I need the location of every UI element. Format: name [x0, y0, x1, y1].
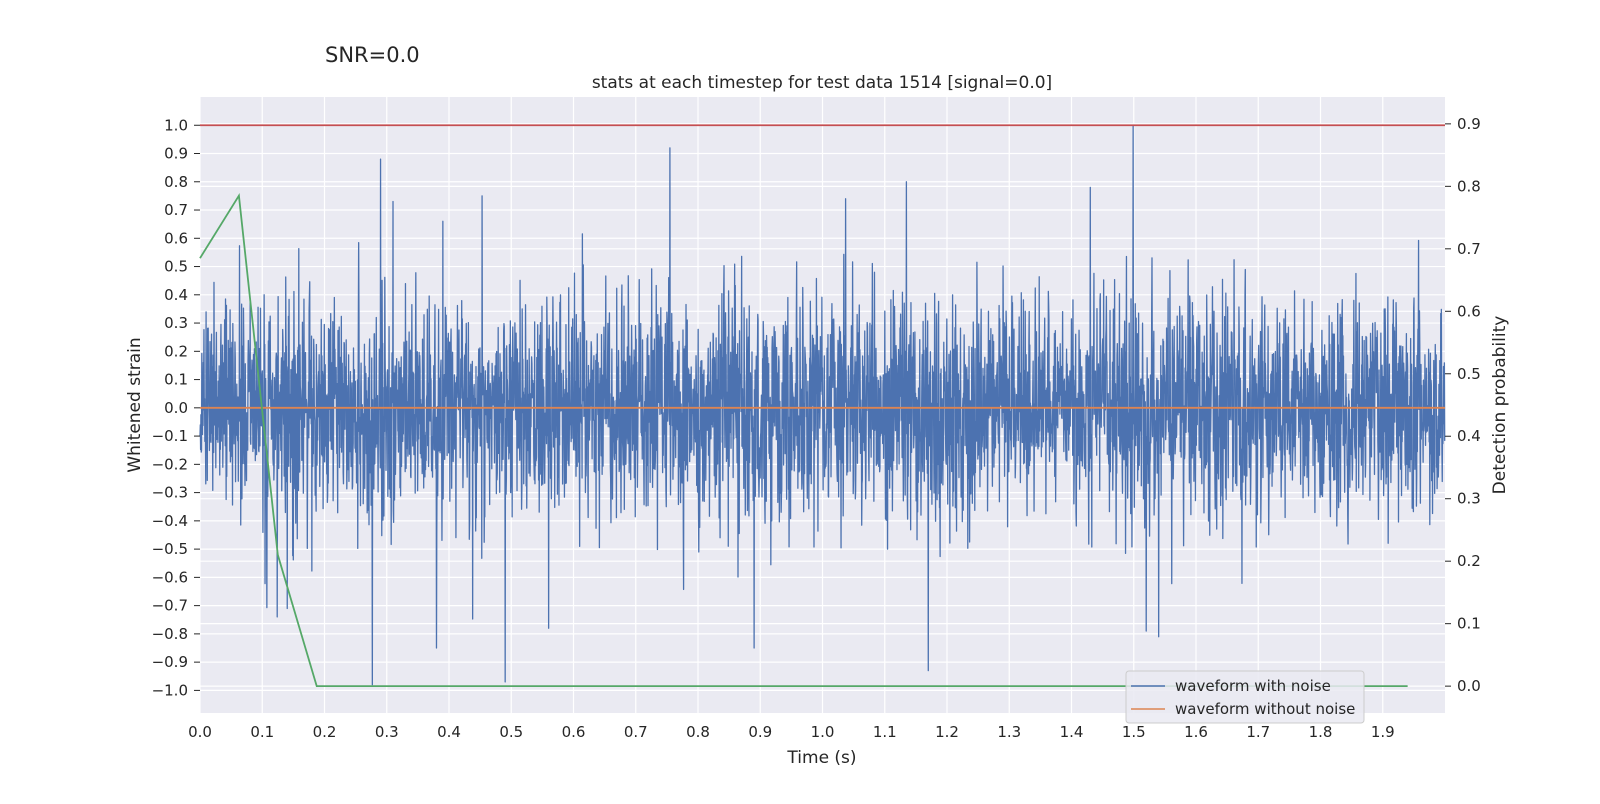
suptitle: SNR=0.0 — [325, 43, 420, 67]
y-left-tick-label: 0.6 — [164, 229, 188, 247]
x-tick-label: 0.6 — [562, 723, 586, 741]
x-tick-label: 1.0 — [811, 723, 835, 741]
y-left-tick-label: 0.8 — [164, 173, 188, 191]
y-left-tick-label: 0.7 — [164, 201, 188, 219]
x-tick-label: 0.3 — [375, 723, 399, 741]
data-traces — [199, 124, 1446, 688]
x-tick-label: 0.7 — [624, 723, 648, 741]
y-left-tick-label: −1.0 — [152, 681, 188, 699]
y-left-tick-label: −0.4 — [152, 512, 188, 530]
x-tick-label: 1.3 — [997, 723, 1021, 741]
y-left-tick-label: −0.8 — [152, 625, 188, 643]
y-left-tick-label: −0.1 — [152, 427, 188, 445]
y-left-tick-label: −0.3 — [152, 484, 188, 502]
y-left-tick-label: 0.9 — [164, 145, 188, 163]
y-right-tick-label: 0.0 — [1457, 677, 1481, 695]
y-left-tick-label: −0.9 — [152, 653, 188, 671]
legend: waveform with noise waveform without noi… — [1125, 670, 1365, 724]
y-left-tick-label: −0.2 — [152, 455, 188, 473]
legend-box — [1125, 670, 1365, 724]
series-waveform-with-noise — [199, 124, 1446, 686]
x-tick-label: 1.2 — [935, 723, 959, 741]
y-right-tick-label: 0.3 — [1457, 490, 1481, 508]
left-y-axis-label: Whitened strain — [125, 337, 145, 472]
y-left-tick-label: 1.0 — [164, 116, 188, 134]
x-axis-label: Time (s) — [786, 748, 856, 768]
x-tick-label: 0.9 — [748, 723, 772, 741]
y-left-tick-label: 0.2 — [164, 342, 188, 360]
y-left-tick-label: 0.5 — [164, 258, 188, 276]
y-right-tick-label: 0.6 — [1457, 302, 1481, 320]
y-left-tick-label: 0.4 — [164, 286, 188, 304]
chart-title: stats at each timestep for test data 151… — [592, 73, 1052, 93]
y-right-tick-label: 0.4 — [1457, 427, 1481, 445]
right-y-axis-ticks: 0.9 0.8 0.7 0.6 0.5 0.4 0.3 0.2 0.1 0.0 — [1445, 115, 1481, 695]
x-tick-label: 1.4 — [1060, 723, 1084, 741]
x-tick-label: 0.4 — [437, 723, 461, 741]
x-tick-label: 1.6 — [1184, 723, 1208, 741]
x-tick-label: 1.1 — [873, 723, 897, 741]
x-tick-label: 0.5 — [499, 723, 523, 741]
y-left-tick-label: −0.7 — [152, 597, 188, 615]
legend-label-noisy: waveform with noise — [1175, 677, 1331, 695]
x-tick-label: 0.8 — [686, 723, 710, 741]
y-right-tick-label: 0.7 — [1457, 240, 1481, 258]
series-detection-probability — [199, 193, 1408, 688]
y-left-tick-label: 0.0 — [164, 399, 188, 417]
right-y-axis-label: Detection probability — [1490, 316, 1510, 495]
y-right-tick-label: 0.5 — [1457, 365, 1481, 383]
y-left-tick-label: −0.6 — [152, 568, 188, 586]
x-tick-label: 0.2 — [313, 723, 337, 741]
y-right-tick-label: 0.1 — [1457, 615, 1481, 633]
y-right-tick-label: 0.8 — [1457, 177, 1481, 195]
x-tick-label: 1.9 — [1371, 723, 1395, 741]
x-tick-label: 0.1 — [250, 723, 274, 741]
x-tick-label: 1.8 — [1309, 723, 1333, 741]
y-right-tick-label: 0.9 — [1457, 115, 1481, 133]
x-tick-label: 1.7 — [1246, 723, 1270, 741]
y-left-tick-label: −0.5 — [152, 540, 188, 558]
left-y-axis-ticks: 1.0 0.9 0.8 0.7 0.6 0.5 0.4 0.3 0.2 0.1 0.0 −0.1 −0.… — [152, 116, 200, 699]
x-tick-label: 0.0 — [188, 723, 212, 741]
y-left-tick-label: 0.3 — [164, 314, 188, 332]
y-right-tick-label: 0.2 — [1457, 552, 1481, 570]
x-tick-label: 1.5 — [1122, 723, 1146, 741]
y-left-tick-label: 0.1 — [164, 371, 188, 389]
x-axis-ticks: 0.0 0.1 0.2 0.3 0.4 0.5 0.6 0.7 0.8 0.9 1.0 1.1 1.2 1… — [188, 723, 1395, 741]
legend-label-clean: waveform without noise — [1175, 700, 1355, 718]
